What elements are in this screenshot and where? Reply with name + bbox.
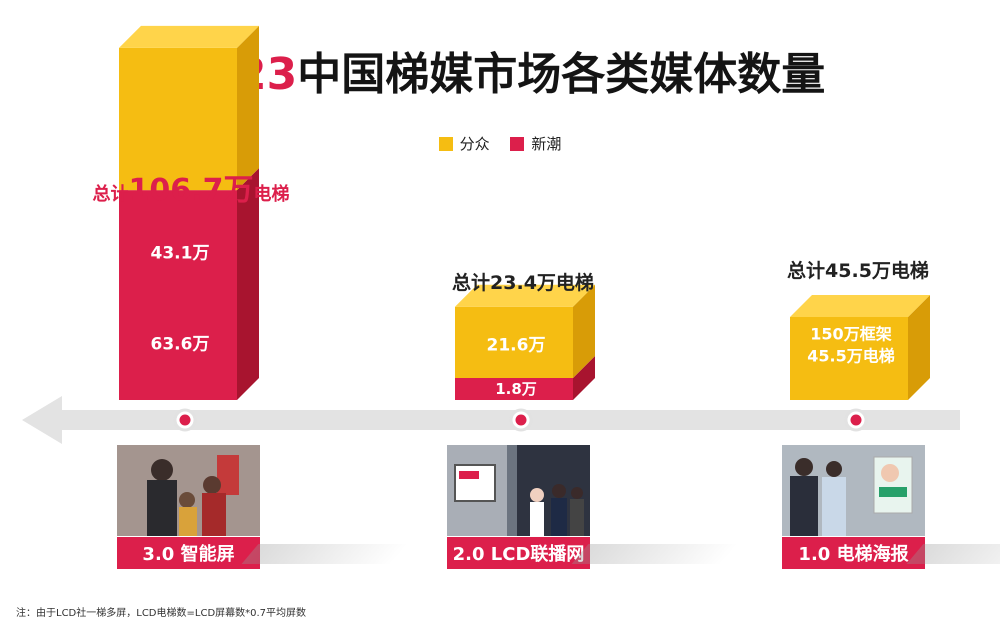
timeline-dot-center-2 — [850, 414, 862, 426]
caption-lcd-network: 2.0 LCD联播网 — [447, 537, 590, 569]
legend: 分众 新潮 — [0, 133, 1000, 155]
bar-label-smart-xinchao: 63.6万 — [150, 334, 210, 355]
title-text: 中国梯媒市场各类媒体数量 — [297, 49, 826, 100]
legend-item-fenzhong: 分众 — [438, 133, 490, 154]
total-label-lcd: 总计23.4万电梯 — [452, 272, 594, 294]
total-label-smart-screen: 总计106.7万电梯 — [93, 165, 290, 209]
caption-shadow-1 — [241, 544, 409, 564]
bar-2-fenzhong-front — [790, 317, 908, 400]
chart-title: 2023中国梯媒市场各类媒体数量 — [0, 38, 1000, 102]
bar-1-fenzhong-top — [455, 284, 595, 307]
bar-label-lcd-xinchao: 1.8万 — [495, 379, 537, 398]
caption-smart-screen: 3.0 智能屏 — [117, 537, 260, 569]
bar-1-fenzhong-front — [455, 306, 573, 378]
legend-swatch-fenzhong — [438, 136, 453, 151]
total-suffix: 电梯 — [253, 184, 290, 205]
timeline-dot-center-0 — [179, 414, 191, 426]
chart-canvas — [22, 25, 960, 444]
timeline-dot-center-1 — [515, 414, 527, 426]
legend-label-xinchao: 新潮 — [531, 135, 562, 153]
caption-elevator-poster: 1.0 电梯海报 — [782, 537, 925, 569]
legend-label-fenzhong: 分众 — [459, 135, 490, 153]
footnote: 注：由于LCD社一梯多屏，LCD电梯数=LCD屏幕数*0.7平均屏数 — [16, 608, 307, 619]
legend-swatch-xinchao — [510, 136, 525, 151]
legend-item-xinchao: 新潮 — [510, 133, 561, 154]
photo-smart-screen — [117, 445, 260, 536]
timeline-arrow — [22, 396, 960, 444]
bar-1-xinchao-front — [455, 378, 573, 400]
total-prefix: 总计 — [92, 184, 129, 205]
total-value: 106.7万 — [128, 173, 254, 208]
total-label-poster: 总计45.5万电梯 — [787, 260, 929, 282]
bar-0-fenzhong-top — [119, 25, 259, 48]
caption-shadow-2 — [571, 544, 739, 564]
caption-shadow-3 — [906, 544, 1000, 564]
bar-0-xinchao-front — [119, 190, 237, 400]
bar-label-poster-fenzhong: 150万框架 45.5万电梯 — [807, 324, 895, 365]
bar-2-fenzhong-side — [908, 295, 930, 400]
bar-1-xinchao-side — [573, 356, 595, 400]
bar-2-fenzhong-top — [790, 295, 930, 317]
bar-0-xinchao-side — [237, 168, 259, 400]
photo-elevator-poster — [782, 445, 925, 536]
bar-label-smart-fenzhong: 43.1万 — [150, 243, 210, 264]
bar-0-fenzhong-front — [119, 47, 237, 191]
bar-0-fenzhong-side — [237, 25, 259, 191]
bar-1-fenzhong-side — [573, 284, 595, 378]
photo-lcd-network — [447, 445, 590, 536]
bar-label-lcd-fenzhong: 21.6万 — [486, 335, 546, 356]
